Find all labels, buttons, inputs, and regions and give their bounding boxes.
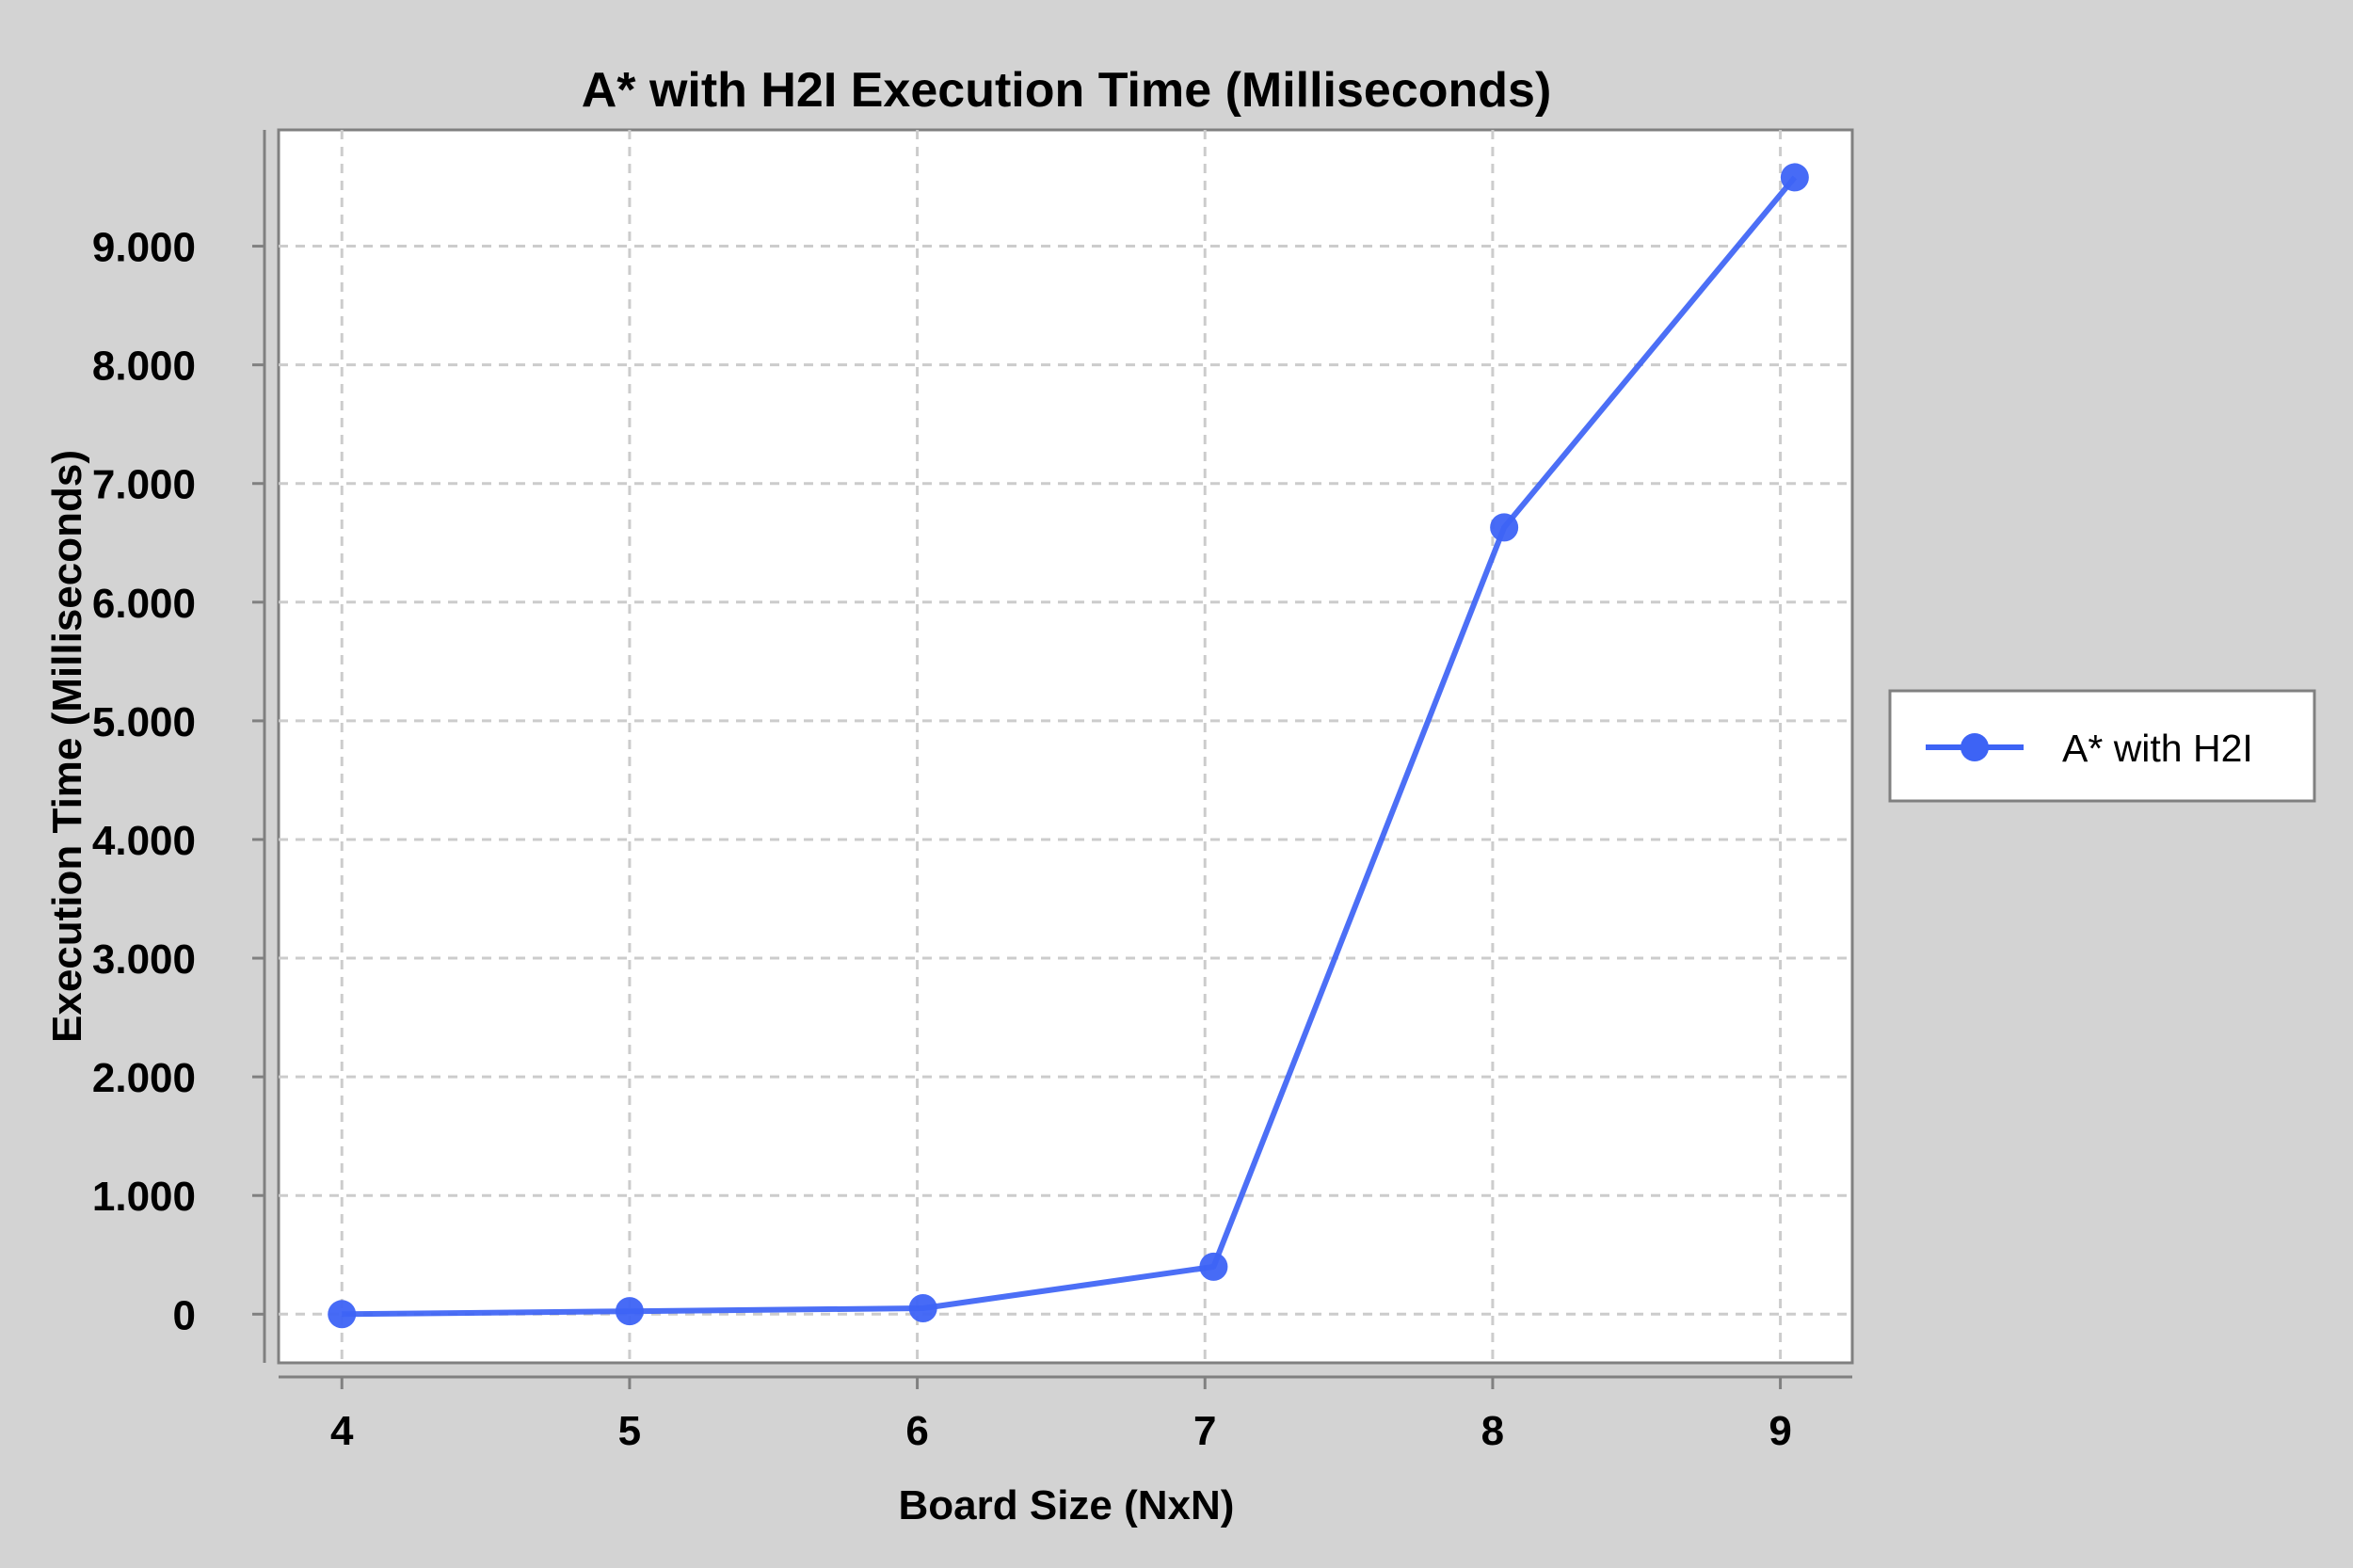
- x-tick-label: 7: [1193, 1408, 1216, 1454]
- y-tick-label: 4.000: [92, 818, 196, 864]
- data-point: [1780, 163, 1809, 192]
- y-tick-label: 6.000: [92, 581, 196, 627]
- data-point: [615, 1297, 644, 1326]
- data-point: [1199, 1252, 1228, 1281]
- x-tick-label: 4: [330, 1408, 354, 1454]
- y-tick-label: 3.000: [92, 936, 196, 983]
- x-tick-label: 9: [1769, 1408, 1791, 1454]
- y-tick-label: 9.000: [92, 225, 196, 271]
- y-tick-label: 7.000: [92, 462, 196, 508]
- data-point: [908, 1294, 937, 1323]
- plot-area: [277, 128, 1854, 1365]
- legend: A* with H2I: [1888, 689, 2316, 803]
- chart-title: A* with H2I Execution Time (Milliseconds…: [582, 63, 1552, 118]
- y-tick-label: 1.000: [92, 1174, 196, 1220]
- y-tick-label: 5.000: [92, 699, 196, 745]
- axis-ticks: 0 1.000 2.000 3.000 4.000 5.000 6.000 7.000 8.00…: [92, 225, 1792, 1454]
- legend-label: A* with H2I: [2062, 727, 2253, 770]
- series-line: [342, 175, 1798, 1318]
- data-point: [328, 1300, 357, 1329]
- y-tick-label: 8.000: [92, 344, 196, 390]
- x-axis-label: Board Size (NxN): [899, 1482, 1235, 1528]
- x-tick-label: 6: [905, 1408, 928, 1454]
- grid-lines: [279, 130, 1852, 1363]
- data-point: [1490, 513, 1519, 542]
- x-tick-label: 5: [618, 1408, 641, 1454]
- series-layer: [328, 163, 1809, 1329]
- y-tick-label: 0: [173, 1292, 196, 1338]
- legend-swatch-marker: [1961, 733, 1989, 761]
- x-tick-label: 8: [1481, 1408, 1504, 1454]
- y-axis-label: Execution Time (Milliseconds): [44, 450, 90, 1043]
- y-tick-label: 2.000: [92, 1055, 196, 1101]
